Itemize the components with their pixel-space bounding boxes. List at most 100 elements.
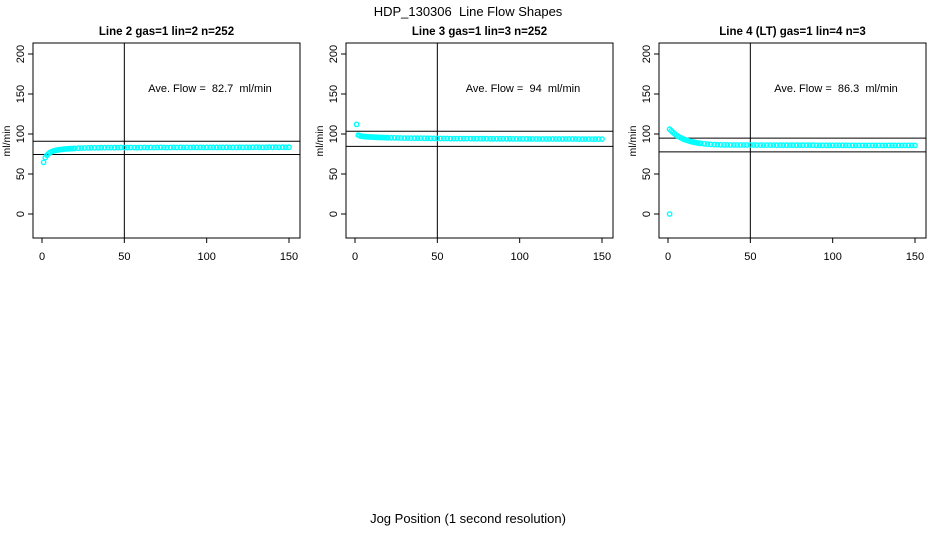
data-point (480, 135, 487, 142)
data-point (559, 136, 566, 142)
data-point (118, 144, 124, 151)
panel-line2-y-axis-label: ml/min (1, 125, 13, 157)
data-point (529, 136, 536, 142)
panel-line3-y-axis-label: ml/min (314, 125, 326, 157)
data-point (842, 142, 849, 149)
x-tick-label: 100 (823, 251, 841, 263)
data-point (230, 144, 236, 151)
data-point (585, 136, 592, 143)
data-point (806, 142, 813, 149)
data-point (879, 142, 886, 149)
data-point (236, 144, 243, 151)
data-point (905, 142, 912, 149)
data-point (740, 142, 747, 148)
data-point (40, 159, 47, 166)
x-tick-label: 0 (352, 251, 358, 263)
data-point (859, 142, 866, 149)
data-point (98, 144, 105, 151)
data-point (734, 142, 741, 148)
data-point (177, 144, 184, 151)
data-point (717, 141, 724, 148)
data-point (520, 136, 526, 142)
data-point (467, 135, 474, 142)
data-point (447, 135, 454, 142)
data-point (701, 140, 708, 147)
data-point (473, 135, 480, 142)
data-point (737, 142, 744, 148)
data-point (572, 136, 579, 142)
data-point (385, 134, 391, 141)
data-point (444, 135, 451, 142)
data-point (885, 142, 892, 149)
panel-line4-plot: 0 50 100 150 0 50 100 150 200 (641, 42, 927, 263)
data-point (839, 142, 846, 149)
data-point (865, 142, 872, 149)
data-point (536, 136, 543, 142)
data-point (595, 136, 602, 143)
data-point (207, 144, 213, 151)
data-point (401, 135, 408, 142)
data-point (154, 144, 161, 151)
data-point (81, 145, 88, 151)
data-point (516, 136, 523, 142)
data-point (249, 144, 256, 151)
data-point (833, 142, 839, 149)
data-point (875, 142, 882, 149)
data-point (523, 136, 530, 142)
data-point (259, 144, 266, 151)
y-tick-label: 50 (328, 168, 340, 180)
panel-line4: Line 4 (LT) gas=1 lin=4 n=3 0 50 100 150 0 50… (626, 20, 936, 270)
data-point (424, 135, 431, 142)
data-point (727, 142, 734, 148)
data-point (503, 135, 510, 142)
data-point (151, 144, 157, 151)
data-point (183, 144, 190, 151)
data-point (269, 144, 276, 151)
data-point (862, 142, 869, 149)
data-point (144, 144, 151, 151)
data-point (108, 144, 115, 151)
data-point (137, 144, 144, 151)
data-point (770, 142, 777, 149)
data-point (353, 121, 360, 128)
data-point (421, 135, 428, 142)
data-point (813, 142, 820, 149)
data-point (457, 135, 464, 142)
data-point (210, 144, 217, 151)
data-point (286, 144, 292, 151)
data-point (539, 136, 546, 142)
data-point (869, 142, 876, 149)
data-point (902, 142, 908, 149)
data-point (698, 140, 704, 147)
data-point (721, 142, 727, 148)
x-tick-label: 0 (665, 251, 671, 263)
data-point (427, 135, 434, 142)
data-point (418, 135, 424, 142)
data-point (576, 136, 582, 143)
data-point (546, 136, 553, 142)
panel-line4-ave-flow-label: Ave. Flow = 86.3 ml/min (774, 83, 898, 95)
data-point (773, 142, 780, 149)
data-point (483, 135, 490, 142)
data-point (226, 144, 233, 151)
x-axis-label: Jog Position (1 second resolution) (370, 511, 566, 526)
data-point (889, 142, 895, 149)
data-point (777, 142, 783, 149)
data-point (809, 142, 816, 149)
data-point (200, 144, 207, 151)
x-tick-label: 0 (39, 251, 45, 263)
data-point (826, 142, 833, 149)
data-point (790, 142, 797, 149)
y-tick-label: 0 (641, 211, 653, 217)
data-point (190, 144, 197, 151)
data-point (174, 144, 180, 151)
data-point (88, 144, 95, 151)
data-point (141, 144, 148, 151)
data-point (856, 142, 862, 149)
x-tick-label: 50 (431, 251, 443, 263)
data-point (579, 136, 586, 143)
panel-line2: Line 2 gas=1 lin=2 n=252 0 50 100 150 0 50 100… (0, 20, 312, 270)
data-point (780, 142, 787, 149)
data-point (440, 135, 447, 142)
points-series (40, 144, 292, 166)
